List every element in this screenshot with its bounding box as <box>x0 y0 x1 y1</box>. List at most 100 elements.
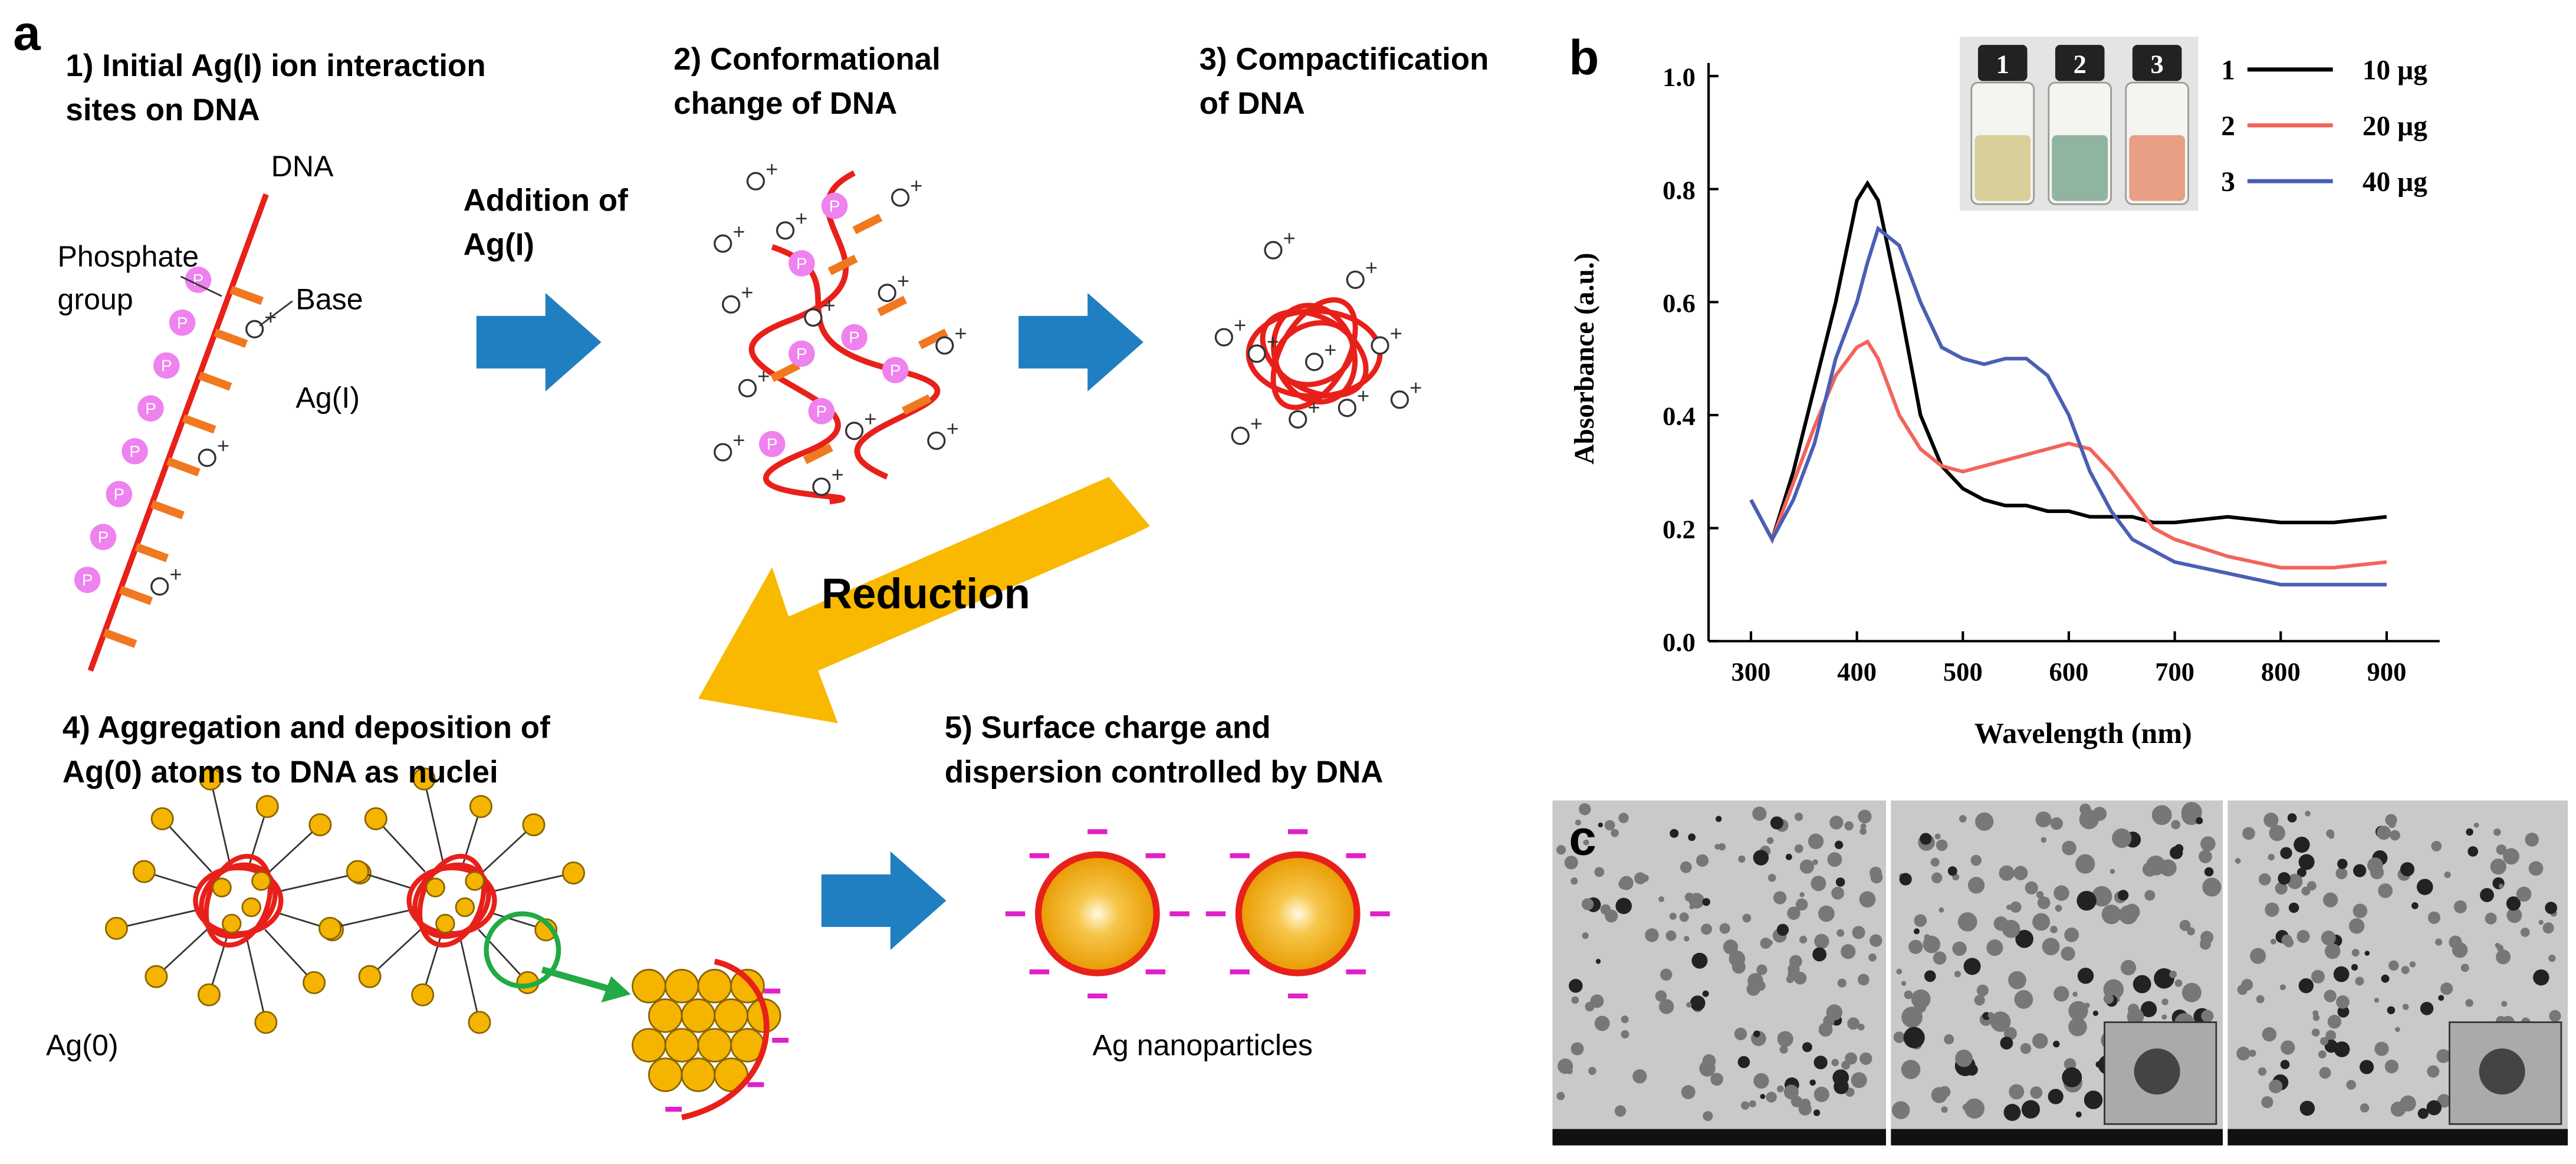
particle <box>2384 1059 2399 1074</box>
particle <box>1583 839 1589 846</box>
nanoparticle <box>1235 851 1361 976</box>
particle <box>1660 968 1673 981</box>
particle <box>1680 861 1692 873</box>
particle <box>2324 989 2337 1002</box>
particle <box>1959 815 1967 823</box>
particle <box>2237 984 2248 995</box>
vial-cap <box>2132 45 2182 81</box>
dna <box>771 244 941 480</box>
ag-atom <box>648 1057 683 1092</box>
particle <box>1605 909 1618 923</box>
particle <box>2296 930 2310 943</box>
particle <box>1699 1060 1716 1077</box>
particle <box>2118 890 2129 901</box>
particle <box>2075 854 2095 874</box>
particle <box>2144 890 2156 901</box>
x-tick-label: 500 <box>1943 657 1983 686</box>
particle <box>1770 816 1784 830</box>
dna <box>87 193 269 672</box>
particle <box>2501 1001 2508 1007</box>
phosphate-symbol: P <box>98 528 109 546</box>
particle <box>2032 913 2051 931</box>
particle <box>2079 803 2091 816</box>
base <box>229 285 264 305</box>
particle <box>1690 995 1706 1011</box>
pointer <box>489 872 574 893</box>
y-tick-label: 0.6 <box>1662 288 1696 318</box>
particle <box>2095 1061 2102 1068</box>
label: Reduction <box>822 570 1030 618</box>
base <box>902 394 932 415</box>
particle <box>1719 923 1730 934</box>
particle <box>1611 828 1619 837</box>
particle <box>2112 828 2132 849</box>
particle <box>2170 846 2183 860</box>
particle <box>1896 968 1903 975</box>
y-axis-label: Absorbance (a.u.) <box>1569 253 1600 465</box>
particle <box>1954 971 1961 978</box>
particle <box>2064 927 2079 942</box>
ag-ion <box>812 477 831 496</box>
phosphate <box>137 395 164 422</box>
particle <box>1753 850 1769 866</box>
label: Ag nanoparticles <box>1093 1028 1313 1061</box>
particle <box>2154 968 2174 989</box>
particle <box>2374 997 2380 1003</box>
particle <box>2360 1060 2374 1074</box>
particle <box>2134 1048 2180 1095</box>
particle <box>1924 970 1936 982</box>
particle <box>1808 833 1824 849</box>
particle <box>1621 1030 1629 1039</box>
particle <box>2068 1017 2087 1037</box>
ion-charge: + <box>1307 395 1320 419</box>
particle <box>2496 844 2507 855</box>
ag-ion <box>1305 353 1324 371</box>
step-text: dispersion controlled by DNA <box>945 755 1384 790</box>
particle <box>1938 907 1944 913</box>
particle <box>2055 905 2062 912</box>
base <box>827 254 858 275</box>
particle <box>1681 1085 1696 1100</box>
particle <box>2390 830 2400 841</box>
particle <box>2287 873 2303 889</box>
particle <box>2161 1014 2167 1020</box>
step-text: 4) Aggregation and deposition of <box>63 711 550 745</box>
particle <box>2133 975 2151 994</box>
ion-charge: + <box>1357 383 1369 407</box>
phosphate <box>788 250 815 277</box>
particle <box>1767 873 1776 882</box>
particle <box>1558 1058 1573 1074</box>
particle <box>2325 1030 2337 1041</box>
vial-liquid <box>1974 135 2031 201</box>
particle <box>1570 877 1578 885</box>
phosphate-symbol: P <box>177 314 188 332</box>
ion-charge: + <box>864 406 876 430</box>
particle <box>1934 833 1941 840</box>
particle <box>1936 839 1948 851</box>
particle <box>1755 981 1766 991</box>
particle <box>2261 1096 2273 1109</box>
pointer <box>264 929 315 984</box>
ion-charge: + <box>1390 321 1402 346</box>
phosphate-symbol: P <box>161 357 172 375</box>
particle <box>1999 865 2015 881</box>
particle <box>1962 1104 1969 1111</box>
ag-ion <box>845 422 864 440</box>
particle <box>1790 1096 1803 1107</box>
particle <box>2417 1108 2429 1119</box>
ag-atom <box>251 871 271 891</box>
ion-charge: + <box>757 364 770 388</box>
particle <box>1658 896 1664 902</box>
particle <box>1858 810 1872 824</box>
particle <box>2411 902 2419 909</box>
phosphate <box>74 567 101 593</box>
particle <box>2298 978 2314 994</box>
particle <box>1794 844 1803 853</box>
particle <box>1818 905 1835 922</box>
particle <box>1903 1027 1925 1048</box>
phosphate <box>90 524 117 550</box>
particle <box>2427 1065 2440 1078</box>
particle <box>1795 813 1803 821</box>
particle <box>2270 938 2276 945</box>
ion-charge: + <box>823 293 836 317</box>
